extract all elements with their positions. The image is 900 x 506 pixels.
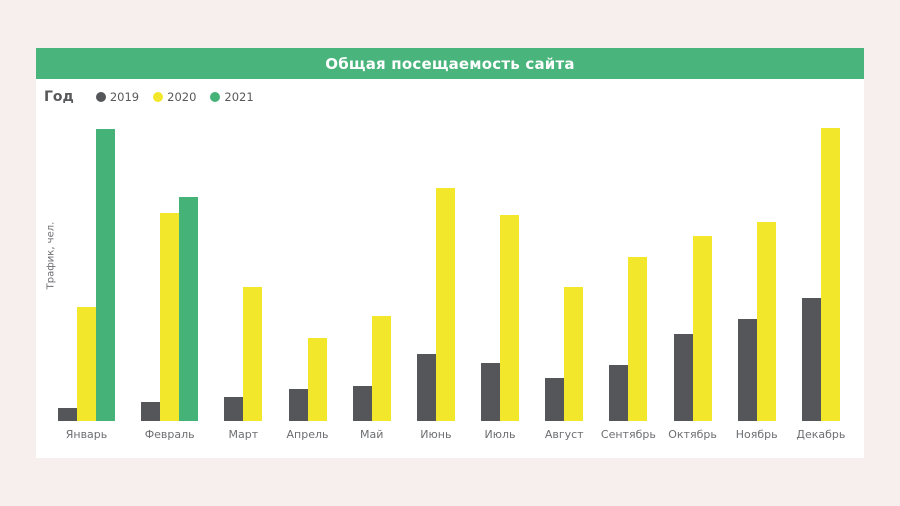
bar-group: Сентябрь <box>601 121 656 441</box>
chart-title: Общая посещаемость сайта <box>325 54 575 73</box>
bar-2021 <box>96 129 115 421</box>
bar-group: Июль <box>481 121 520 441</box>
legend-item-2021: 2021 <box>210 90 254 104</box>
legend-label-2020: 2020 <box>167 90 197 104</box>
bar-2020 <box>564 287 584 421</box>
y-axis-label: Трафик, чел. <box>45 221 57 290</box>
bar-2019 <box>545 378 565 421</box>
bar-2020 <box>371 316 391 421</box>
chart-card: Общая посещаемость сайта Год 2019 2020 202… <box>36 48 864 458</box>
legend: Год 2019 2020 2021 <box>44 88 268 106</box>
bar-2019 <box>673 334 693 421</box>
legend-items: 2019 2020 2021 <box>95 90 268 104</box>
bar-2019 <box>416 354 436 421</box>
month-label: Ноябрь <box>735 428 778 441</box>
legend-item-2020: 2020 <box>153 90 196 104</box>
bar-2019 <box>288 389 308 421</box>
bar-group: Октябрь <box>668 121 717 441</box>
legend-label-2021: 2021 <box>224 90 254 104</box>
bar-group: Август <box>545 121 584 441</box>
month-label: Январь <box>65 428 108 441</box>
month-label: Апрель <box>286 428 329 441</box>
bar-2019 <box>609 365 629 421</box>
bar-2020 <box>500 215 520 421</box>
bar-group: Май <box>352 121 391 441</box>
month-label: Октябрь <box>668 428 717 441</box>
bar-2020 <box>756 222 776 421</box>
bar-group: Декабрь <box>796 121 845 441</box>
bar-2020 <box>628 257 648 421</box>
plot-area: Январь Февраль Март Апрель Май Июнь Июль Август… <box>58 121 845 441</box>
bar-2020 <box>160 213 180 421</box>
legend-label-2019: 2019 <box>109 90 140 104</box>
bar-2019 <box>481 363 501 421</box>
bar-2020 <box>692 236 712 421</box>
chart-title-bar: Общая посещаемость сайта <box>36 48 864 79</box>
bar-2019 <box>737 319 757 421</box>
bar-group: Апрель <box>287 121 329 441</box>
bar-2019 <box>801 298 821 421</box>
bar-2019 <box>352 386 372 421</box>
month-label: Февраль <box>144 428 195 441</box>
bar-2020 <box>435 188 455 421</box>
month-label: Июль <box>484 428 516 441</box>
bar-2020 <box>820 128 840 421</box>
legend-dot-2019 <box>95 92 106 102</box>
bar-group: Февраль <box>141 121 199 441</box>
bar-group: Март <box>224 121 263 441</box>
bar-group: Январь <box>58 121 115 441</box>
legend-dot-2020 <box>153 92 164 102</box>
bar-group: Ноябрь <box>736 121 778 441</box>
legend-title: Год <box>44 89 74 105</box>
month-label: Март <box>228 428 259 441</box>
bar-2019 <box>58 408 77 421</box>
month-label: Май <box>359 428 384 441</box>
legend-dot-2021 <box>210 92 221 102</box>
month-label: Декабрь <box>796 428 846 441</box>
bar-2020 <box>307 338 327 421</box>
bar-2019 <box>141 402 161 421</box>
bar-2021 <box>179 197 199 421</box>
bar-2020 <box>243 287 263 421</box>
legend-item-2019: 2019 <box>95 90 140 104</box>
bar-2019 <box>224 397 244 421</box>
month-label: Июнь <box>420 428 452 441</box>
bar-group: Июнь <box>416 121 455 441</box>
month-label: Сентябрь <box>600 428 656 441</box>
bar-2020 <box>77 307 96 421</box>
month-label: Август <box>544 428 584 441</box>
